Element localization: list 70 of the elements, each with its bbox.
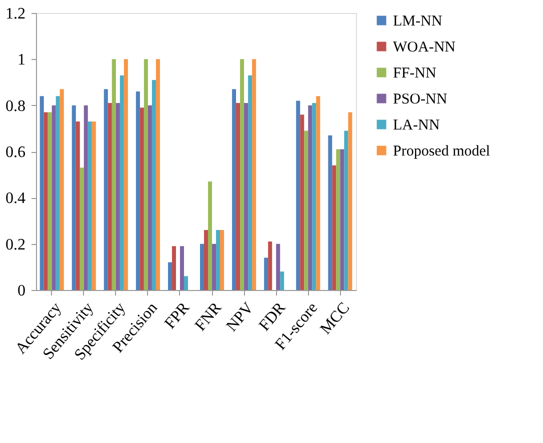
bar: [248, 75, 252, 290]
bar: [268, 242, 272, 290]
bar: [144, 59, 148, 290]
bar: [60, 89, 64, 290]
bar: [332, 165, 336, 290]
bar: [108, 103, 112, 290]
bar: [152, 80, 156, 290]
bar: [312, 103, 316, 290]
y-tick-label: 0.6: [6, 144, 26, 161]
bar: [344, 130, 348, 290]
bar: [240, 59, 244, 290]
bar: [340, 149, 344, 290]
y-tick-label: 1.2: [6, 6, 26, 22]
bar: [168, 262, 172, 290]
y-tick-label: 0: [18, 282, 26, 300]
legend-label: WOA-NN: [393, 40, 456, 56]
bar: [220, 230, 224, 290]
bar: [296, 100, 300, 290]
bar: [304, 130, 308, 290]
bar: [204, 230, 208, 290]
legend-label: Proposed model: [393, 144, 490, 160]
bar: [280, 272, 284, 290]
bar: [308, 105, 312, 290]
bar: [252, 59, 256, 290]
bar: [172, 246, 176, 290]
bar: [44, 112, 48, 290]
bar: [124, 59, 128, 290]
bar: [76, 121, 80, 290]
bar: [56, 96, 60, 290]
bar: [300, 114, 304, 290]
bar: [112, 59, 116, 290]
bar: [232, 89, 236, 290]
x-tick-label: FPR: [162, 299, 194, 332]
bar: [84, 105, 88, 290]
bar: [316, 96, 320, 290]
bar: [40, 96, 44, 290]
bar: [244, 103, 248, 290]
bar: [180, 246, 184, 290]
bar: [104, 89, 108, 290]
bar: [216, 230, 220, 290]
bar: [88, 121, 92, 290]
legend-label: LM-NN: [393, 14, 442, 30]
y-tick-label: 0.4: [6, 190, 26, 208]
bar: [212, 244, 216, 290]
y-tick-label: 0.2: [6, 236, 26, 254]
bar: [48, 112, 52, 290]
bar: [140, 108, 144, 290]
legend-label: LA-NN: [393, 118, 440, 134]
bar: [120, 75, 124, 290]
y-tick-label: 1: [18, 52, 26, 69]
legend-label: PSO-NN: [393, 92, 448, 108]
bar: [148, 105, 152, 290]
bar: [92, 121, 96, 290]
y-tick-label: 0.8: [6, 98, 26, 115]
bar: [72, 105, 76, 290]
bar: [200, 244, 204, 290]
bar: [336, 149, 340, 290]
bar: [328, 135, 332, 290]
legend-label: FF-NN: [393, 66, 437, 82]
bar: [236, 103, 240, 290]
bar: [276, 244, 280, 290]
bar: [348, 112, 352, 290]
bar: [116, 103, 120, 290]
bar: [208, 182, 212, 290]
bar: [136, 91, 140, 290]
bar: [184, 276, 188, 290]
bar: [264, 258, 268, 290]
bar: [52, 105, 56, 290]
bar: [156, 59, 160, 290]
bar: [80, 168, 84, 290]
